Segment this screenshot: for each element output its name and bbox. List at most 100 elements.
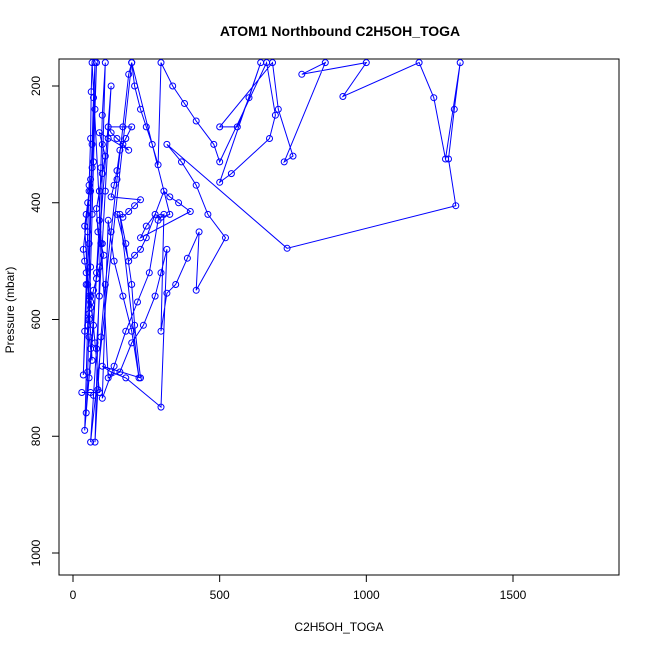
data-point [113,210,121,218]
y-tick-label: 600 [29,309,43,329]
data-point [430,94,438,102]
data-point [131,202,139,210]
data-point [82,210,90,218]
data-point [98,140,106,148]
x-tick-label: 1000 [353,588,380,602]
data-point [97,333,105,341]
data-point [445,155,452,163]
data-point [100,251,108,259]
data-point [125,146,133,154]
data-point [85,187,93,195]
data-point [87,438,95,446]
data-point [160,187,168,195]
data-point [93,205,100,213]
data-point [142,234,150,242]
data-point [81,327,89,335]
data-point [137,245,144,253]
data-point [216,158,224,166]
data-point [157,327,165,335]
data-point [84,228,92,236]
data-point [84,321,92,329]
data-point [107,193,115,201]
data-point [210,140,218,148]
data-point [298,70,306,78]
data-point [128,281,136,288]
data-point [289,152,297,160]
data-point [139,321,147,329]
x-tick-label: 1500 [500,588,527,602]
data-point [166,193,174,201]
data-point [163,289,171,297]
data-point [137,105,144,113]
data-point [339,93,347,100]
data-point [137,196,144,204]
data-point [274,105,282,113]
data-point [98,111,106,119]
data-point [87,304,95,312]
data-point [85,240,93,248]
data-point [95,292,103,300]
data-point [216,178,224,186]
data-point [88,164,96,172]
data-point [125,70,133,78]
data-point [142,222,150,230]
data-point [163,245,171,253]
data-point [79,371,87,379]
data-point [321,59,329,67]
data-point [94,228,102,236]
data-point [183,254,191,262]
data-point [107,129,115,137]
data-point [87,135,95,142]
data-point [85,333,93,341]
data-point [110,362,118,370]
data-point [157,403,165,411]
data-point [98,362,106,370]
data-point [87,175,95,183]
data-point [116,146,124,154]
data-point [128,339,136,347]
data-point [125,257,133,265]
plot-frame [58,58,620,576]
data-point [283,244,291,252]
data-point [87,88,95,96]
data-point [204,210,212,218]
data-point [101,281,109,288]
data-point [90,94,97,102]
data-point [456,59,464,67]
y-tick-label: 800 [29,426,43,446]
data-point [104,374,112,382]
data-point [122,240,130,248]
data-point [91,438,99,446]
x-tick-label: 0 [70,588,77,602]
data-point [450,105,458,113]
data-point [151,210,159,218]
data-point [90,286,97,294]
data-point [95,187,103,195]
data-point [163,140,171,148]
data-point [79,245,87,253]
data-point [195,228,203,236]
data-point [266,135,273,142]
chart-title: ATOM1 Northbound C2H5OH_TOGA [220,23,460,39]
data-point [131,251,139,259]
data-point [81,257,89,265]
data-point [81,222,89,230]
data-point [122,374,130,382]
data-point [125,208,133,215]
data-point [110,257,118,265]
data-point [263,59,271,67]
data-point [88,59,96,67]
data-point [104,123,112,131]
data-point [119,292,127,300]
data-point [145,269,153,277]
data-point [271,111,279,119]
data-point [178,158,185,166]
data-point [280,158,288,166]
data-point [107,368,115,376]
data-point [175,199,183,207]
data-point [172,281,180,288]
data-point [82,409,90,417]
y-tick-label: 200 [29,76,43,96]
data-point [95,216,103,224]
